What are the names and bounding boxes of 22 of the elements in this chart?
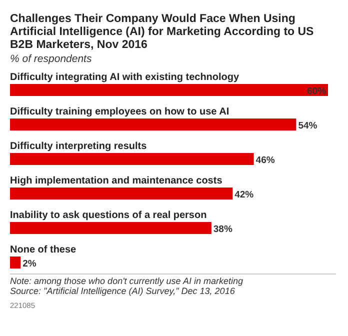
chart-subtitle: % of respondents xyxy=(10,53,92,65)
bar xyxy=(10,153,254,165)
text: Note: among those who don't currently use AI in marketing xyxy=(10,276,244,286)
y-tick-label: Inability to ask questions of a real person xyxy=(10,210,207,221)
data-label: 2% xyxy=(22,258,37,270)
data-label: 54% xyxy=(298,120,318,132)
y-tick-label: Difficulty training employees on how to use AI xyxy=(10,106,230,118)
y-tick-label: None of these xyxy=(10,244,77,256)
data-label: 38% xyxy=(213,224,233,235)
bar xyxy=(10,118,296,130)
bar xyxy=(10,222,212,234)
bar xyxy=(10,188,233,200)
y-tick-label: High implementation and maintenance costs xyxy=(10,176,223,186)
y-tick-label: Difficulty interpreting results xyxy=(10,141,148,152)
y-tick-label: Difficulty integrating AI with existing technology xyxy=(10,72,240,83)
data-label: 42% xyxy=(234,190,254,200)
chart-title: Challenges Their Company Would Face When Using Artificial Intelligence (AI) for Marketing According to US B2B Marketers, Nov 2016 xyxy=(10,13,314,51)
bar xyxy=(10,256,21,268)
data-label: 60% xyxy=(306,86,327,97)
bar xyxy=(10,84,328,96)
data-label: 46% xyxy=(256,155,276,166)
source-note: Source: "Artificial Intelligence (AI) Survey," Dec 13, 2016 xyxy=(10,286,235,296)
